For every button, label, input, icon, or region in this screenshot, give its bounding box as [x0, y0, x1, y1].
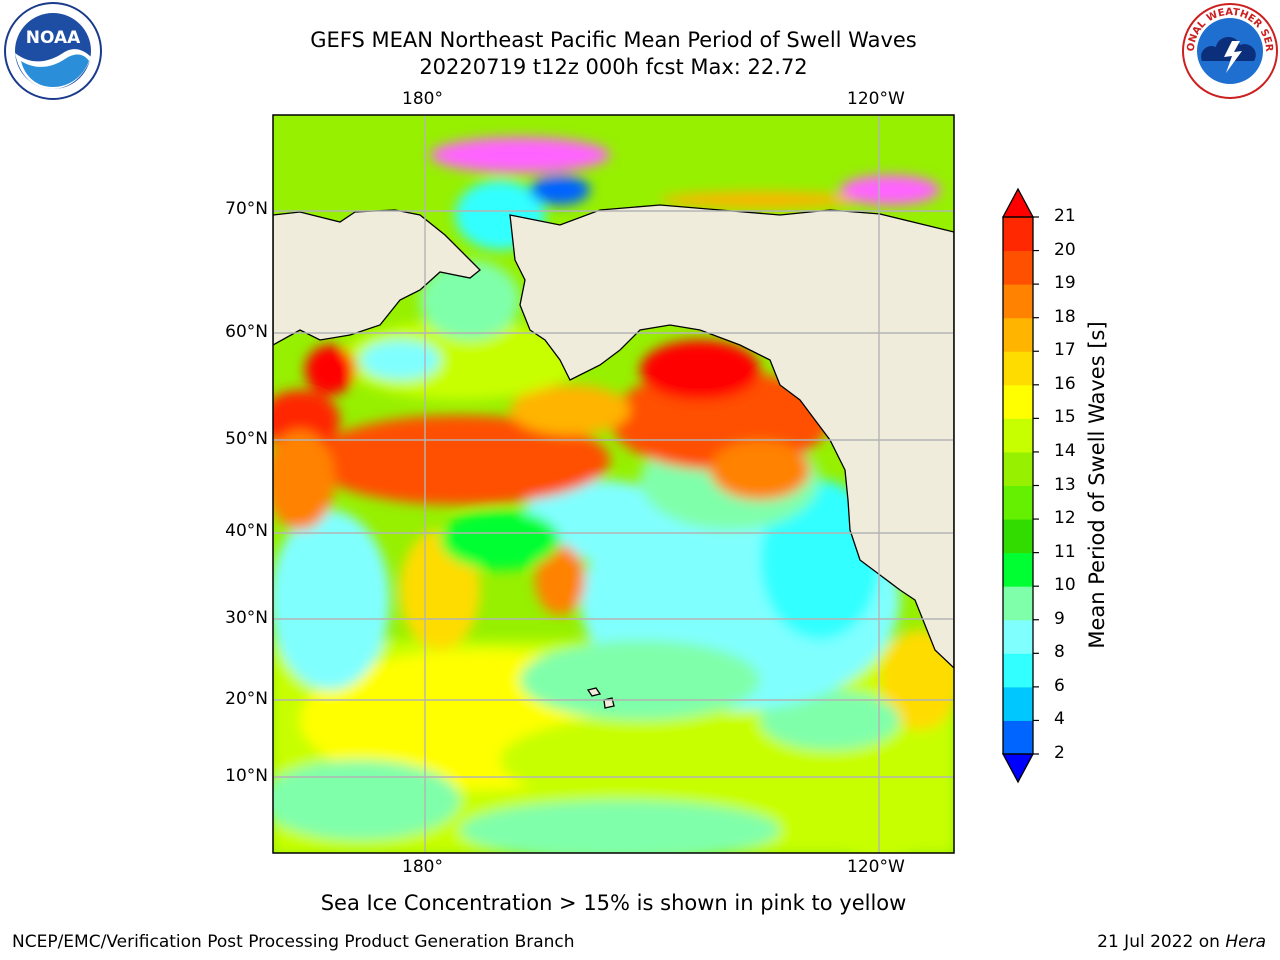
- lon-label-top-180: 180°: [402, 89, 443, 109]
- colorbar-under-triangle: [1001, 753, 1035, 784]
- colorbar-bin: [1003, 250, 1033, 285]
- lat-label-30n: 30°N: [225, 608, 268, 628]
- colorbar-tick-label: 14: [1054, 440, 1076, 461]
- swell-field: [273, 137, 954, 853]
- colorbar-tick-label: 10: [1054, 575, 1076, 596]
- colorbar-bin: [1003, 317, 1033, 352]
- footer-credit: NCEP/EMC/Verification Post Processing Pr…: [12, 932, 575, 952]
- colorbar: [1001, 187, 1039, 784]
- colorbar-bin: [1003, 418, 1033, 453]
- lat-label-20n: 20°N: [225, 689, 268, 709]
- colorbar-bin: [1003, 720, 1033, 755]
- nws-logo: NATIONAL WEATHER SERVICE: [1180, 1, 1278, 99]
- colorbar-tick-label: 15: [1054, 407, 1076, 428]
- colorbar-bin: [1003, 485, 1033, 520]
- colorbar-tick-label: 12: [1054, 508, 1076, 529]
- colorbar-tick-label: 17: [1054, 340, 1076, 361]
- colorbar-tick-label: 21: [1054, 206, 1076, 226]
- footer-date: 21 Jul 2022 on Hera: [1097, 932, 1266, 952]
- lat-label-40n: 40°N: [225, 521, 268, 541]
- colorbar-bin: [1003, 619, 1033, 654]
- noaa-logo: NOAA: [4, 2, 102, 100]
- colorbar-bin: [1003, 653, 1033, 688]
- colorbar-tick-label: 11: [1054, 541, 1076, 562]
- map-area: [273, 115, 954, 853]
- colorbar-tick-label: 4: [1054, 709, 1065, 730]
- colorbar-bin: [1003, 686, 1033, 721]
- noaa-logo-text: NOAA: [26, 28, 81, 48]
- colorbar-bin: [1003, 519, 1033, 554]
- lon-label-top-120w: 120°W: [847, 89, 905, 109]
- lon-label-bottom-180: 180°: [402, 857, 443, 877]
- colorbar-tick-label: 9: [1054, 608, 1065, 629]
- colorbar-bin: [1003, 451, 1033, 486]
- colorbar-bin: [1003, 552, 1033, 587]
- map-frame: [272, 114, 955, 854]
- map-subtitle: 20220719 t12z 000h fcst Max: 22.72: [419, 55, 808, 79]
- colorbar-tick-label: 16: [1054, 373, 1076, 394]
- lat-label-70n: 70°N: [225, 199, 268, 219]
- gridlines: [273, 115, 954, 853]
- land-siberia: [273, 209, 481, 346]
- colorbar-tick-label: 2: [1054, 743, 1065, 763]
- lon-label-bottom-120w: 120°W: [847, 857, 905, 877]
- lat-label-60n: 60°N: [225, 322, 268, 342]
- colorbar-bin: [1003, 351, 1033, 386]
- colorbar-tick-label: 13: [1054, 474, 1076, 495]
- lat-label-10n: 10°N: [225, 766, 268, 786]
- colorbar-tick-label: 6: [1054, 675, 1065, 696]
- colorbar-tick-label: 8: [1054, 642, 1065, 663]
- map-title: GEFS MEAN Northeast Pacific Mean Period …: [310, 28, 917, 52]
- lat-label-50n: 50°N: [225, 429, 268, 449]
- colorbar-tick-label: 18: [1054, 306, 1076, 327]
- colorbar-bin: [1003, 384, 1033, 419]
- colorbar-tick-label: 19: [1054, 273, 1076, 294]
- colorbar-bin: [1003, 217, 1033, 252]
- footer-host: Hera: [1225, 932, 1266, 952]
- colorbar-bin: [1003, 284, 1033, 319]
- colorbar-tick-label: 20: [1054, 239, 1076, 260]
- colorbar-over-triangle: [1001, 187, 1035, 218]
- colorbar-bin: [1003, 586, 1033, 621]
- sea-ice-caption: Sea Ice Concentration > 15% is shown in …: [320, 891, 907, 915]
- land-hawaii: [586, 687, 602, 697]
